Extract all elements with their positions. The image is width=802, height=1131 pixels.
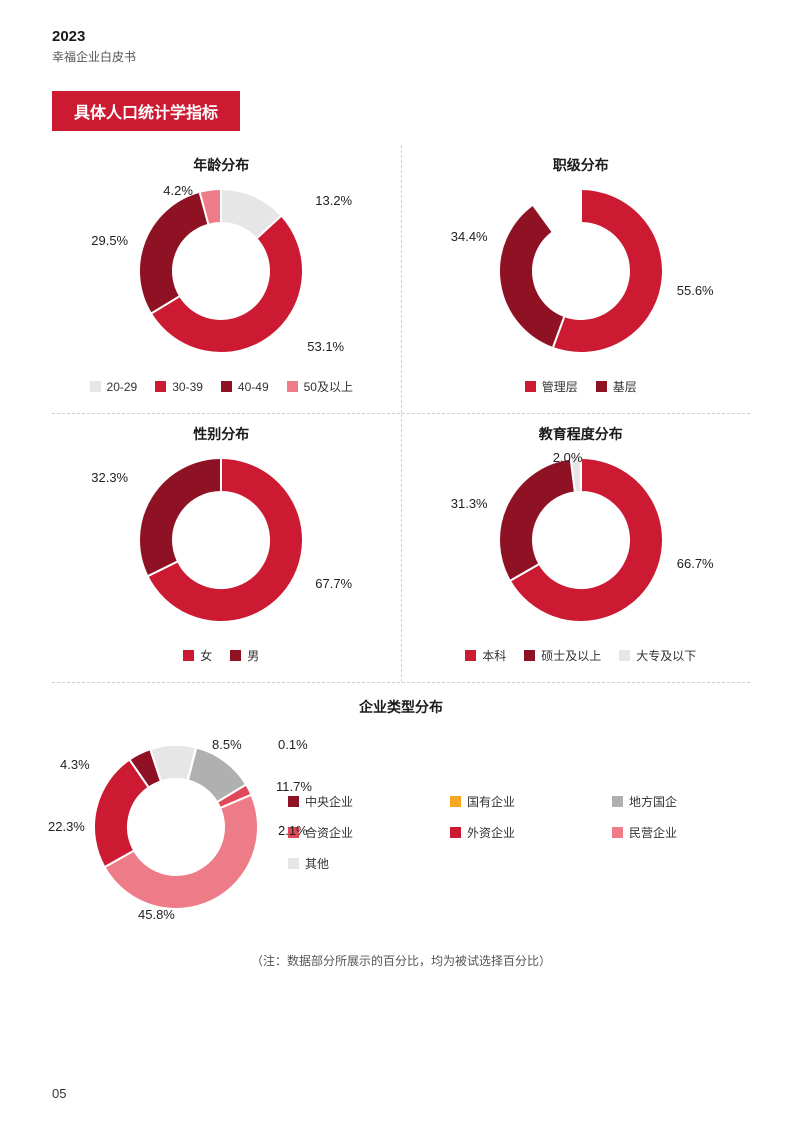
donut-label: 11.7% <box>276 779 312 794</box>
legend-item: 其他 <box>288 855 426 872</box>
legend-item: 女 <box>183 647 212 664</box>
legend-item: 基层 <box>596 378 637 395</box>
donut-label: 8.5% <box>212 737 242 752</box>
legend-label: 大专及以下 <box>636 647 696 664</box>
legend-item: 男 <box>230 647 259 664</box>
legend-label: 地方国企 <box>629 793 677 810</box>
legend-label: 其他 <box>305 855 329 872</box>
legend-label: 男 <box>247 647 259 664</box>
legend-item: 国有企业 <box>450 793 588 810</box>
legend-swatch <box>450 827 461 838</box>
legend-swatch <box>221 381 232 392</box>
row-3: 企业类型分布 8.5%0.1%11.7%2.1%45.8%22.3%4.3% 中… <box>52 697 750 930</box>
legend-swatch <box>619 650 630 661</box>
legend-swatch <box>230 650 241 661</box>
donut-label: 4.2% <box>163 183 193 198</box>
legend-swatch <box>183 650 194 661</box>
legend-swatch <box>288 858 299 869</box>
legend-item: 合资企业 <box>288 824 426 841</box>
legend-label: 40-49 <box>238 380 269 394</box>
donut-label: 31.3% <box>451 496 488 511</box>
vertical-divider <box>401 145 402 413</box>
legend-swatch <box>287 381 298 392</box>
chart-title: 年龄分布 <box>52 155 391 175</box>
header-subtitle: 幸福企业白皮书 <box>52 48 750 65</box>
legend-label: 中央企业 <box>305 793 353 810</box>
legend-swatch <box>596 381 607 392</box>
chart-title: 企业类型分布 <box>52 697 750 717</box>
legend-label: 本科 <box>482 647 506 664</box>
donut-label: 0.1% <box>278 737 308 752</box>
vertical-divider <box>401 414 402 682</box>
chart-age: 年龄分布 13.2% 53.1% 29.5% 4.2% 20-29 30-39 40-49… <box>52 145 391 413</box>
legend-item: 30-39 <box>155 378 203 395</box>
legend-swatch <box>612 796 623 807</box>
legend-item: 管理层 <box>525 378 578 395</box>
donut-slice <box>499 205 564 348</box>
page-number: 05 <box>52 1086 66 1101</box>
row-1: 年龄分布 13.2% 53.1% 29.5% 4.2% 20-29 30-39 40-49… <box>52 145 750 413</box>
section-title: 具体人口统计学指标 <box>52 91 240 131</box>
donut-label: 67.7% <box>315 576 352 591</box>
legend-swatch <box>155 381 166 392</box>
legend-swatch <box>450 796 461 807</box>
legend-swatch <box>524 650 535 661</box>
donut-slice <box>139 458 221 576</box>
chart-gender: 性别分布 67.7% 32.3% 女 男 <box>52 414 391 682</box>
donut-label: 22.3% <box>48 819 85 834</box>
legend-label: 50及以上 <box>304 378 353 395</box>
header-year: 2023 <box>52 28 750 46</box>
legend-label: 民营企业 <box>629 824 677 841</box>
page-header: 2023 幸福企业白皮书 <box>52 28 750 65</box>
legend-item: 外资企业 <box>450 824 588 841</box>
legend-item: 20-29 <box>90 378 138 395</box>
donut-slice <box>552 189 662 353</box>
legend-label: 20-29 <box>107 380 138 394</box>
chart-title: 教育程度分布 <box>412 424 751 444</box>
donut-label: 45.8% <box>138 907 175 922</box>
legend-label: 基层 <box>613 378 637 395</box>
legend-label: 合资企业 <box>305 824 353 841</box>
chart-title: 性别分布 <box>52 424 391 444</box>
donut-label: 2.1% <box>278 823 308 838</box>
chart-title: 职级分布 <box>412 155 751 175</box>
legend-swatch <box>288 796 299 807</box>
donut-label: 13.2% <box>315 193 352 208</box>
legend-label: 女 <box>200 647 212 664</box>
legend-item: 大专及以下 <box>619 647 696 664</box>
legend-swatch <box>465 650 476 661</box>
legend-label: 外资企业 <box>467 824 515 841</box>
horizontal-divider <box>52 682 750 683</box>
donut-label: 66.7% <box>677 556 714 571</box>
chart-education: 教育程度分布 66.7% 31.3% 2.0% 本科 硕士及以上 大专及以下 <box>412 414 751 682</box>
donut-label: 55.6% <box>677 283 714 298</box>
chart-rank: 职级分布 55.6% 34.4% 管理层 基层 <box>412 145 751 413</box>
legend-item: 地方国企 <box>612 793 750 810</box>
legend-swatch <box>612 827 623 838</box>
donut-slice <box>499 459 575 581</box>
row-2: 性别分布 67.7% 32.3% 女 男 教育程度分布 66.7% 31.3% 2.0%… <box>52 414 750 682</box>
legend-item: 50及以上 <box>287 378 353 395</box>
donut-label: 4.3% <box>60 757 90 772</box>
legend-label: 30-39 <box>172 380 203 394</box>
legend-label: 管理层 <box>542 378 578 395</box>
legend-item: 民营企业 <box>612 824 750 841</box>
donut-label: 32.3% <box>91 470 128 485</box>
legend-item: 硕士及以上 <box>524 647 601 664</box>
legend-swatch <box>90 381 101 392</box>
donut-label: 29.5% <box>91 233 128 248</box>
legend-item: 40-49 <box>221 378 269 395</box>
footnote: （注：数据部分所展示的百分比，均为被试选择百分比） <box>52 952 750 969</box>
legend-swatch <box>525 381 536 392</box>
legend-item: 本科 <box>465 647 506 664</box>
legend-label: 国有企业 <box>467 793 515 810</box>
donut-label: 34.4% <box>451 229 488 244</box>
legend-item: 中央企业 <box>288 793 426 810</box>
donut-label: 53.1% <box>307 339 344 354</box>
donut-slice <box>139 192 208 314</box>
donut-label: 2.0% <box>553 450 583 465</box>
legend-label: 硕士及以上 <box>541 647 601 664</box>
